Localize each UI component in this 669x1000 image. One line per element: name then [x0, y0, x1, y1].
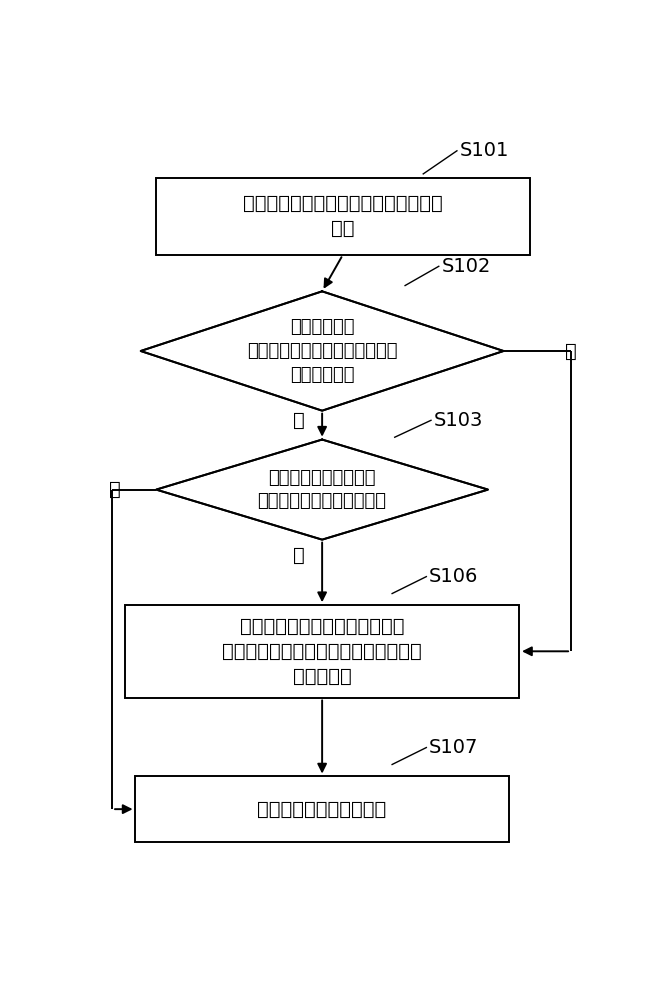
Text: S106: S106 — [429, 567, 478, 586]
Text: 获取电池管理系统发送的本次充电需求
功率: 获取电池管理系统发送的本次充电需求 功率 — [243, 194, 443, 238]
Text: S101: S101 — [460, 141, 509, 160]
FancyBboxPatch shape — [157, 178, 530, 255]
Text: 是: 是 — [109, 480, 120, 499]
Text: 是: 是 — [293, 411, 304, 430]
Text: S107: S107 — [429, 738, 478, 757]
Polygon shape — [140, 291, 504, 411]
Text: 否: 否 — [565, 342, 577, 360]
Text: 否: 否 — [293, 546, 304, 565]
Polygon shape — [157, 440, 488, 540]
Text: S103: S103 — [434, 411, 483, 430]
Text: S102: S102 — [442, 257, 491, 276]
Text: 判断本次充电
需求功率与上一次的充电机输出
功率是否相同: 判断本次充电 需求功率与上一次的充电机输出 功率是否相同 — [247, 318, 397, 384]
Text: 输出本次充电机输出功率: 输出本次充电机输出功率 — [258, 800, 387, 819]
Text: 以功率偏差和本次充电机温度值
为输入量，根据模糊算法计算本次充电
机输出功率: 以功率偏差和本次充电机温度值 为输入量，根据模糊算法计算本次充电 机输出功率 — [222, 617, 422, 686]
FancyBboxPatch shape — [125, 605, 519, 698]
FancyBboxPatch shape — [136, 776, 509, 842]
Text: 判断本次充电机温度值
是否在温度保护阀值范围内: 判断本次充电机温度值 是否在温度保护阀值范围内 — [258, 469, 387, 510]
